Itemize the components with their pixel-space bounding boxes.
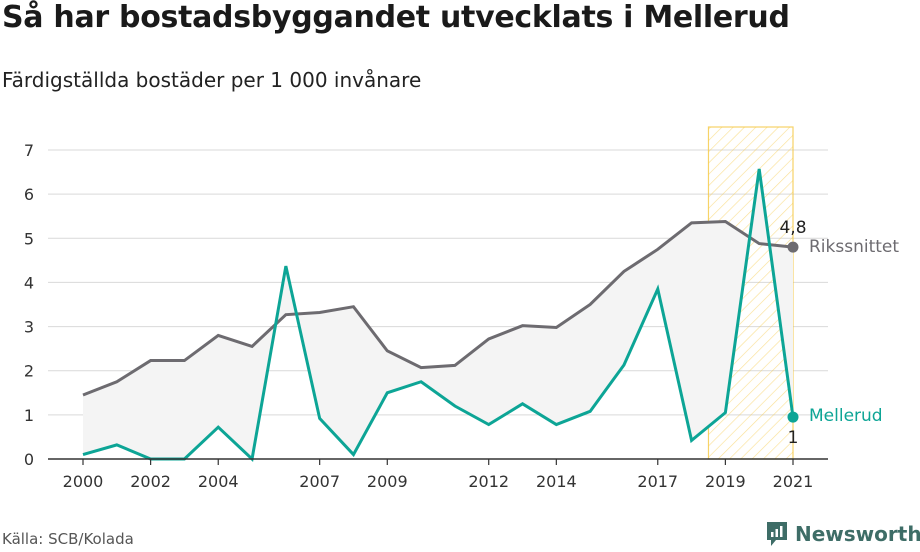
series-label-mellerud: Mellerud [809,406,883,426]
x-tick-label: 2014 [536,472,577,491]
end-value-rikssnittet: 4,8 [779,218,806,238]
x-tick-label: 2004 [198,472,239,491]
end-point-rikssnittet [787,241,799,253]
x-tick-label: 2000 [63,472,104,491]
y-tick-label: 4 [24,273,34,292]
x-tick-label: 2009 [367,472,408,491]
x-tick-label: 2021 [773,472,814,491]
series-label-rikssnittet: Rikssnittet [809,237,899,257]
x-tick-label: 2002 [130,472,171,491]
brand-name: Newsworthy [795,522,920,546]
newsworthy-icon [767,522,787,546]
x-tick-label: 2012 [468,472,509,491]
series-line-rikssnittet [82,219,794,397]
series-line-mellerud [82,168,795,462]
source-note: Källa: SCB/Kolada [2,530,134,548]
chart-title: Så har bostadsbyggandet utvecklats i Mel… [2,0,790,35]
area-between-series [83,168,793,459]
end-point-mellerud [787,411,799,423]
x-tick-label: 2007 [299,472,340,491]
y-tick-label: 3 [24,318,34,337]
y-tick-label: 2 [24,362,34,381]
newsworthy-logo: Newsworthy [765,520,920,548]
x-tick-label: 2017 [637,472,678,491]
y-tick-label: 6 [24,185,34,204]
chart-subtitle: Färdigställda bostäder per 1 000 invånar… [2,68,422,92]
y-tick-label: 7 [24,141,34,160]
y-tick-label: 1 [24,406,34,425]
end-value-mellerud: 1 [788,428,799,448]
y-tick-label: 0 [24,450,34,469]
x-tick-label: 2019 [705,472,746,491]
y-tick-label: 5 [24,229,34,248]
